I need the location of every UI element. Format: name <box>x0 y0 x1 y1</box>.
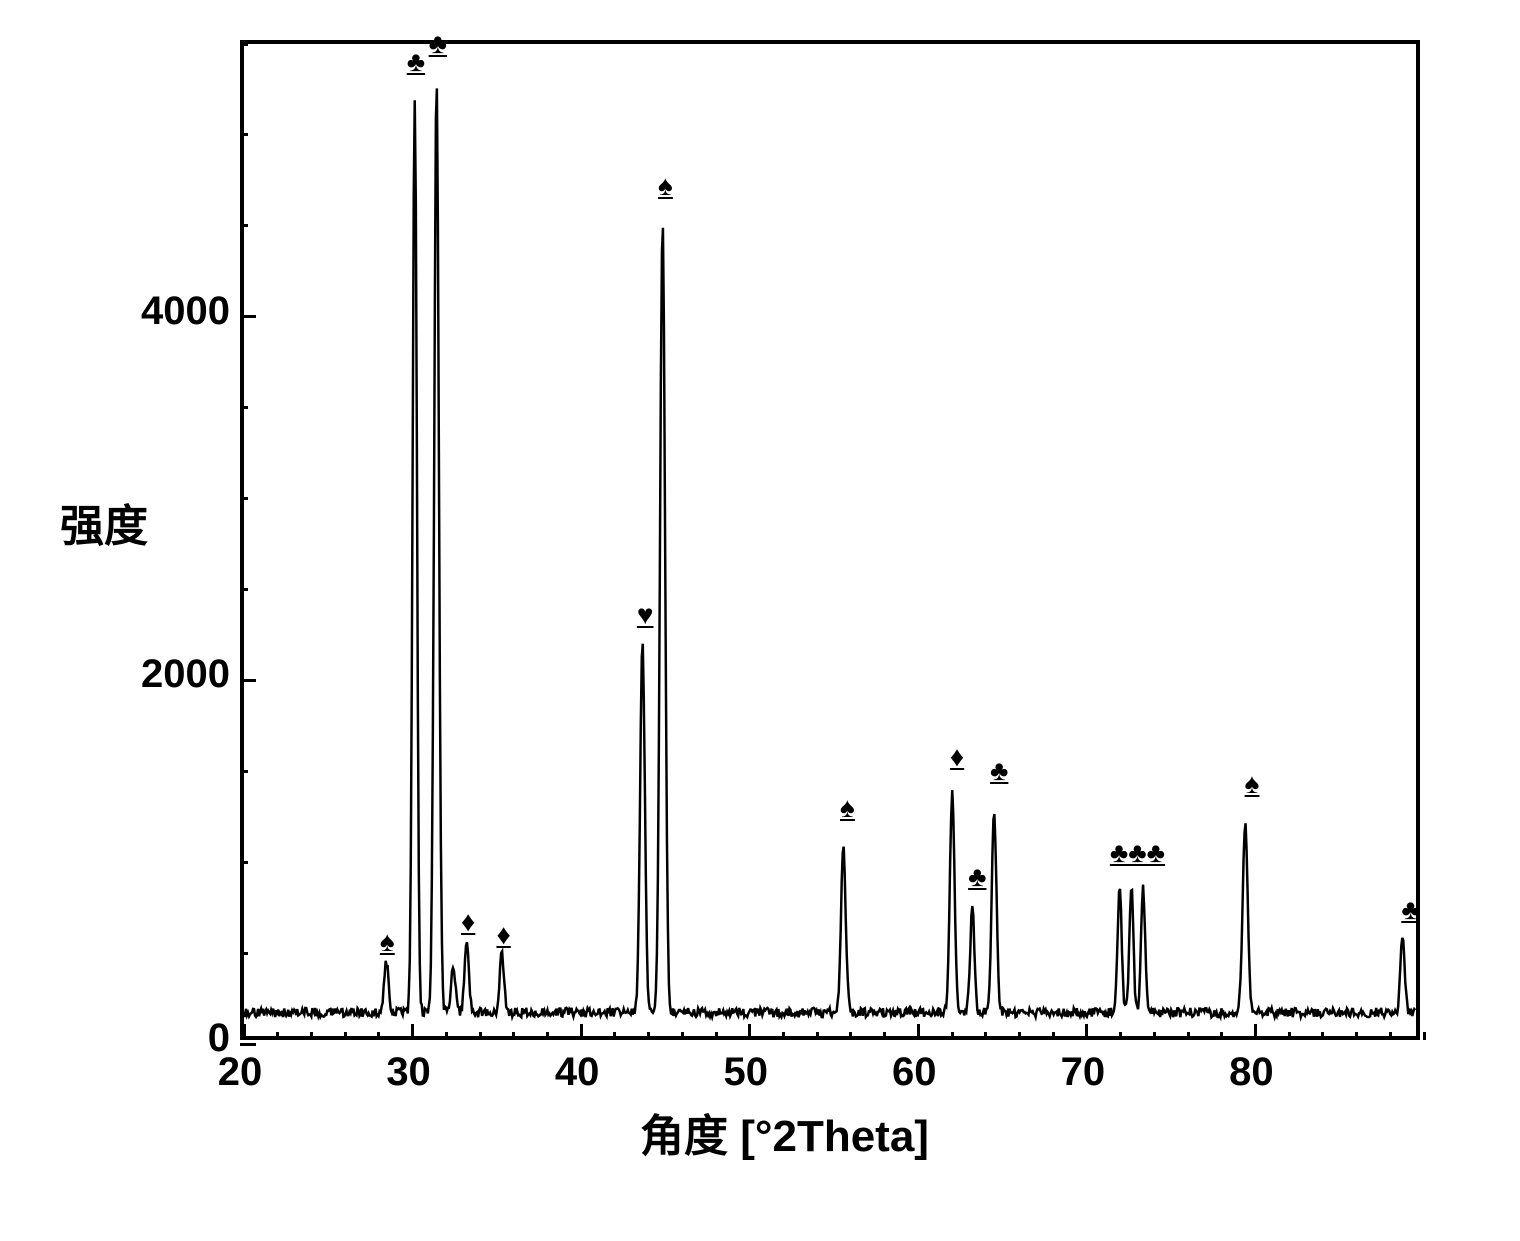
x-tick-minor <box>951 1032 954 1040</box>
x-tick-minor <box>445 1032 448 1040</box>
x-tick-minor <box>613 1032 616 1040</box>
y-tick-minor <box>240 406 248 409</box>
x-tick-major <box>243 1024 246 1040</box>
peak-marker: ♣ <box>968 861 986 893</box>
peak-marker: ♦ <box>950 741 964 773</box>
y-tick-label: 2000 <box>110 652 230 697</box>
x-tick-minor <box>849 1032 852 1040</box>
peak-marker: ♣ <box>1401 894 1419 926</box>
x-tick-minor <box>681 1032 684 1040</box>
y-tick-minor <box>240 133 248 136</box>
xrd-pattern-svg <box>244 44 1416 1036</box>
x-tick-label: 60 <box>884 1050 944 1095</box>
peak-marker: ♣ <box>990 755 1008 787</box>
x-tick-minor <box>715 1032 718 1040</box>
x-tick-major <box>580 1024 583 1040</box>
x-tick-minor <box>377 1032 380 1040</box>
x-tick-minor <box>1288 1032 1291 1040</box>
x-tick-minor <box>1321 1032 1324 1040</box>
x-tick-minor <box>1389 1032 1392 1040</box>
x-tick-label: 30 <box>379 1050 439 1095</box>
y-tick-minor <box>240 224 248 227</box>
y-tick-minor <box>240 952 248 955</box>
x-axis-label: 角度 [°2Theta] <box>640 1100 929 1164</box>
y-tick-major <box>240 1043 256 1046</box>
x-tick-minor <box>984 1032 987 1040</box>
x-tick-minor <box>310 1032 313 1040</box>
x-tick-major <box>1254 1024 1257 1040</box>
y-tick-minor <box>240 43 248 46</box>
x-tick-label: 50 <box>716 1050 776 1095</box>
peak-marker: ♥ <box>637 599 654 631</box>
x-tick-minor <box>782 1032 785 1040</box>
peak-marker: ♦ <box>461 906 475 938</box>
y-tick-minor <box>240 497 248 500</box>
x-tick-minor <box>1153 1032 1156 1040</box>
plot-area: ♠♣♣♦♦♥♠♠♦♣♣♣♣♣♠♣ <box>240 40 1420 1040</box>
x-tick-label: 20 <box>210 1050 270 1095</box>
peak-marker: ♦ <box>496 919 510 951</box>
x-tick-label: 80 <box>1221 1050 1281 1095</box>
x-tick-minor <box>479 1032 482 1040</box>
x-tick-major <box>411 1024 414 1040</box>
x-tick-minor <box>1119 1032 1122 1040</box>
peak-marker: ♠ <box>1245 768 1260 800</box>
x-tick-major <box>748 1024 751 1040</box>
x-tick-major <box>1085 1024 1088 1040</box>
y-axis-label: 强度 <box>60 490 148 554</box>
peak-marker: ♠ <box>840 792 855 824</box>
x-tick-minor <box>1187 1032 1190 1040</box>
x-tick-minor <box>1220 1032 1223 1040</box>
y-tick-minor <box>240 770 248 773</box>
x-tick-minor <box>344 1032 347 1040</box>
y-tick-major <box>240 315 256 318</box>
y-tick-minor <box>240 588 248 591</box>
peak-marker: ♠ <box>658 170 673 202</box>
y-tick-minor <box>240 861 248 864</box>
x-tick-minor <box>1355 1032 1358 1040</box>
x-tick-minor <box>276 1032 279 1040</box>
peak-marker: ♣♣♣ <box>1110 837 1165 869</box>
x-tick-minor <box>816 1032 819 1040</box>
x-tick-label: 70 <box>1053 1050 1113 1095</box>
x-tick-label: 40 <box>547 1050 607 1095</box>
peak-marker: ♣ <box>407 46 425 78</box>
peak-marker: ♣ <box>429 28 447 60</box>
y-tick-label: 4000 <box>110 289 230 334</box>
x-tick-minor <box>1018 1032 1021 1040</box>
x-tick-major <box>917 1024 920 1040</box>
x-tick-minor <box>883 1032 886 1040</box>
xrd-chart: 强度 角度 [°2Theta] ♠♣♣♦♦♥♠♠♦♣♣♣♣♣♠♣ 0200040… <box>60 20 1460 1200</box>
x-tick-minor <box>1423 1032 1426 1040</box>
peak-marker: ♠ <box>380 926 395 958</box>
x-tick-minor <box>512 1032 515 1040</box>
y-tick-major <box>240 679 256 682</box>
x-tick-minor <box>546 1032 549 1040</box>
x-tick-minor <box>647 1032 650 1040</box>
x-tick-minor <box>1052 1032 1055 1040</box>
